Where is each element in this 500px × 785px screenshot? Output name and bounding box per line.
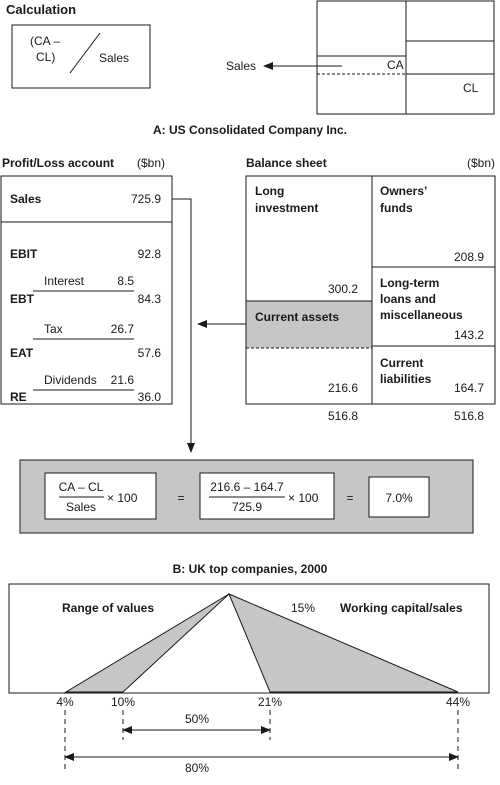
- pl-sales-label: Sales: [10, 192, 42, 206]
- formula-eq-2: =: [346, 491, 353, 505]
- formula-2-numer: 216.6 – 164.7: [210, 480, 284, 494]
- mini-bs-cl-label: CL: [463, 81, 479, 95]
- pl-eat-value: 57.6: [138, 346, 162, 360]
- tick-label-1: 10%: [111, 695, 135, 709]
- bs-ltl-c: miscellaneous: [380, 308, 463, 322]
- range-of-values-label: Range of values: [62, 601, 154, 615]
- bs-cl-a: Current: [380, 356, 423, 370]
- wc-sales-label: Working capital/sales: [340, 601, 463, 615]
- formula-2-times: × 100: [288, 491, 319, 505]
- sales-to-formula-arrow: [172, 198, 195, 453]
- balance-sheet-box: [245, 175, 496, 405]
- pl-ebit-label: EBIT: [10, 247, 38, 261]
- formula-result: 7.0%: [385, 491, 413, 505]
- bs-current-assets-shade: [246, 301, 372, 348]
- bs-ltl-value: 143.2: [454, 328, 484, 342]
- bs-long-inv-a: Long: [255, 184, 284, 198]
- pl-title: Profit/Loss account: [2, 156, 114, 170]
- formula-1-denom: Sales: [66, 500, 96, 514]
- section-b-title: B: UK top companies, 2000: [173, 562, 328, 576]
- formula-term-2: [199, 472, 335, 520]
- pl-ebt-value: 84.3: [138, 292, 162, 306]
- pl-tax-label: Tax: [44, 322, 63, 336]
- tick-label-3: 44%: [446, 695, 470, 709]
- pl-ebit-value: 92.8: [138, 247, 162, 261]
- tick-label-2: 21%: [258, 695, 282, 709]
- mini-bs-ca-label: CA: [387, 58, 404, 72]
- bs-owners-b: funds: [380, 201, 413, 215]
- formula-result-box: [368, 476, 430, 518]
- range-left-shade: [64, 593, 230, 693]
- bs-ltl-b: loans and: [380, 292, 436, 306]
- calculation-ratio-box: [11, 24, 151, 89]
- bs-owners-value: 208.9: [454, 250, 484, 264]
- formula-1-times: × 100: [107, 491, 138, 505]
- sales-arrow-label: Sales: [226, 59, 256, 73]
- bs-cl-value: 164.7: [454, 381, 484, 395]
- bs-title: Balance sheet: [246, 156, 327, 170]
- calc-ratio-denom: Sales: [99, 51, 129, 65]
- calc-ratio-numer-b: CL): [36, 50, 55, 64]
- bs-owners-a: Owners’: [380, 184, 427, 198]
- peak-percent-label: 15%: [291, 601, 315, 615]
- pl-eat-label: EAT: [10, 346, 34, 360]
- bs-cl-b: liabilities: [380, 372, 432, 386]
- inner-span-label: 50%: [185, 712, 209, 726]
- bs-ltl-a: Long-term: [380, 276, 439, 290]
- pl-re-label: RE: [10, 390, 27, 404]
- range-right-shade: [228, 593, 459, 693]
- tick-label-0: 4%: [56, 695, 74, 709]
- formula-eq-1: =: [177, 491, 184, 505]
- pl-account-box: [0, 175, 173, 405]
- section-a-title: A: US Consolidated Company Inc.: [153, 123, 347, 137]
- outer-span-label: 80%: [185, 761, 209, 775]
- calculation-title: Calculation: [6, 2, 76, 17]
- calc-ratio-numer-a: (CA –: [30, 34, 60, 48]
- formula-1-numer: CA – CL: [59, 480, 104, 494]
- bs-current-assets-label: Current assets: [255, 310, 339, 324]
- pl-interest-value: 8.5: [117, 274, 134, 288]
- formula-2-denom: 725.9: [232, 500, 262, 514]
- pl-sales-value: 725.9: [131, 192, 161, 206]
- pl-re-value: 36.0: [138, 390, 162, 404]
- bs-current-assets-value: 216.6: [328, 381, 358, 395]
- pl-unit: ($bn): [137, 156, 165, 170]
- bs-unit: ($bn): [467, 156, 495, 170]
- bs-total-right: 516.8: [454, 409, 484, 423]
- pl-tax-value: 26.7: [111, 322, 135, 336]
- calc-ratio-slash: [69, 32, 101, 74]
- bs-total-left: 516.8: [328, 409, 358, 423]
- formula-term-1: [44, 472, 157, 520]
- pl-dividends-value: 21.6: [111, 373, 135, 387]
- bs-long-inv-value: 300.2: [328, 282, 358, 296]
- bs-long-inv-b: investment: [255, 201, 318, 215]
- pl-ebt-label: EBT: [10, 292, 35, 306]
- pl-interest-label: Interest: [44, 274, 85, 288]
- pl-dividends-label: Dividends: [44, 373, 97, 387]
